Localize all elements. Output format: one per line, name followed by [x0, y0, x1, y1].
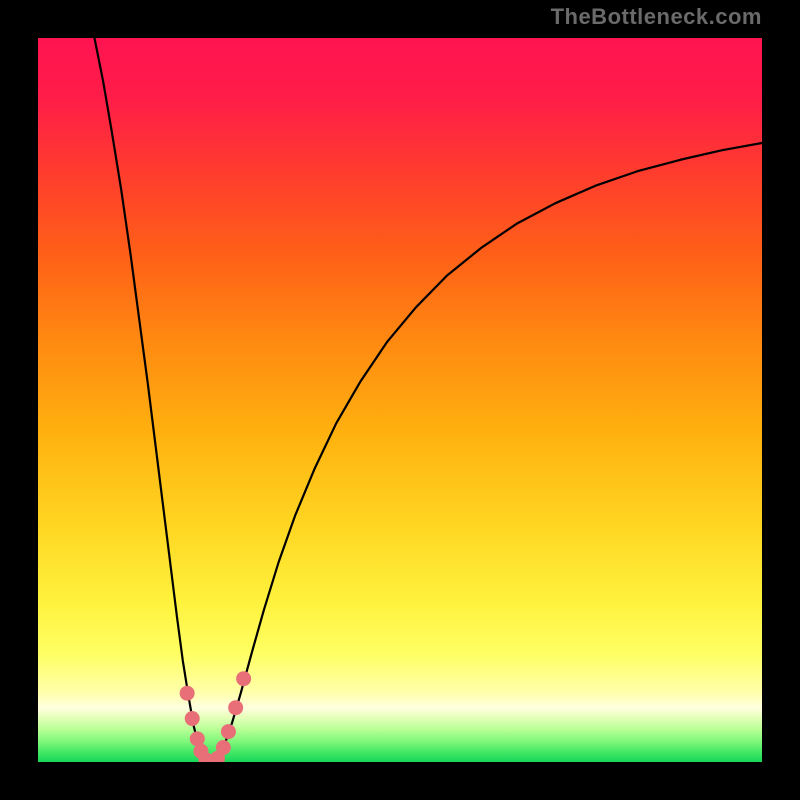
chart-container: TheBottleneck.com — [0, 0, 800, 800]
marker-dot — [180, 686, 195, 701]
plot-frame — [38, 38, 762, 762]
marker-dot — [185, 711, 200, 726]
marker-dot — [228, 700, 243, 715]
bottleneck-curve — [94, 38, 762, 762]
watermark-text: TheBottleneck.com — [551, 4, 762, 30]
marker-dot — [216, 740, 231, 755]
marker-dot — [236, 671, 251, 686]
curve-layer — [38, 38, 762, 762]
marker-dot — [221, 724, 236, 739]
